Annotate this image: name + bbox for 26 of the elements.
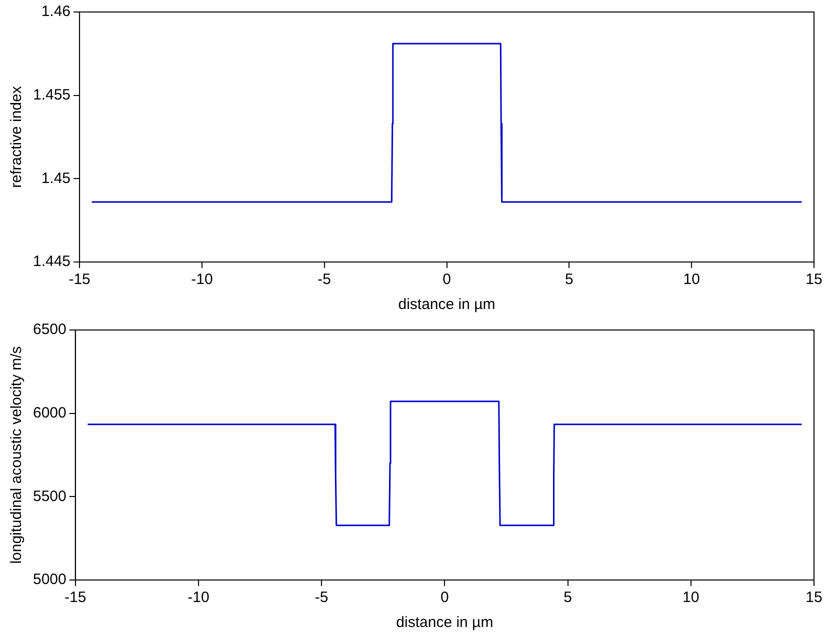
x-tick-label: -15	[68, 271, 90, 288]
y-tick-label: 1.46	[41, 3, 71, 20]
x-tick-label: 10	[683, 271, 700, 288]
x-tick-label: 15	[806, 589, 822, 606]
x-tick-label: -5	[314, 589, 328, 606]
x-tick-label: -15	[64, 589, 86, 606]
x-tick-label: -10	[188, 589, 210, 606]
x-tick-label: 5	[565, 271, 574, 288]
y-axis-title: longitudinal acoustic velocity m/s	[8, 346, 26, 564]
x-tick-label: 15	[806, 271, 822, 288]
y-tick-label: 1.445	[32, 253, 71, 270]
y-axis-title: refractive index	[8, 86, 26, 188]
y-tick-label: 6000	[32, 404, 66, 422]
x-tick-label: -10	[191, 271, 213, 288]
x-tick-label: 5	[564, 589, 572, 606]
y-tick-label: 5500	[32, 488, 66, 505]
x-tick-label: 0	[442, 271, 451, 288]
y-tick-label: 5000	[32, 571, 66, 588]
x-tick-label: 0	[440, 589, 449, 606]
x-tick-label: -5	[318, 271, 332, 288]
y-tick-label: 1.45	[41, 170, 71, 187]
x-axis-title: distance in µm	[396, 614, 494, 632]
y-tick-label: 6500	[32, 321, 66, 338]
x-tick-label: 10	[682, 589, 700, 606]
y-tick-label: 1.455	[32, 86, 71, 104]
x-axis-title: distance in µm	[398, 296, 496, 314]
